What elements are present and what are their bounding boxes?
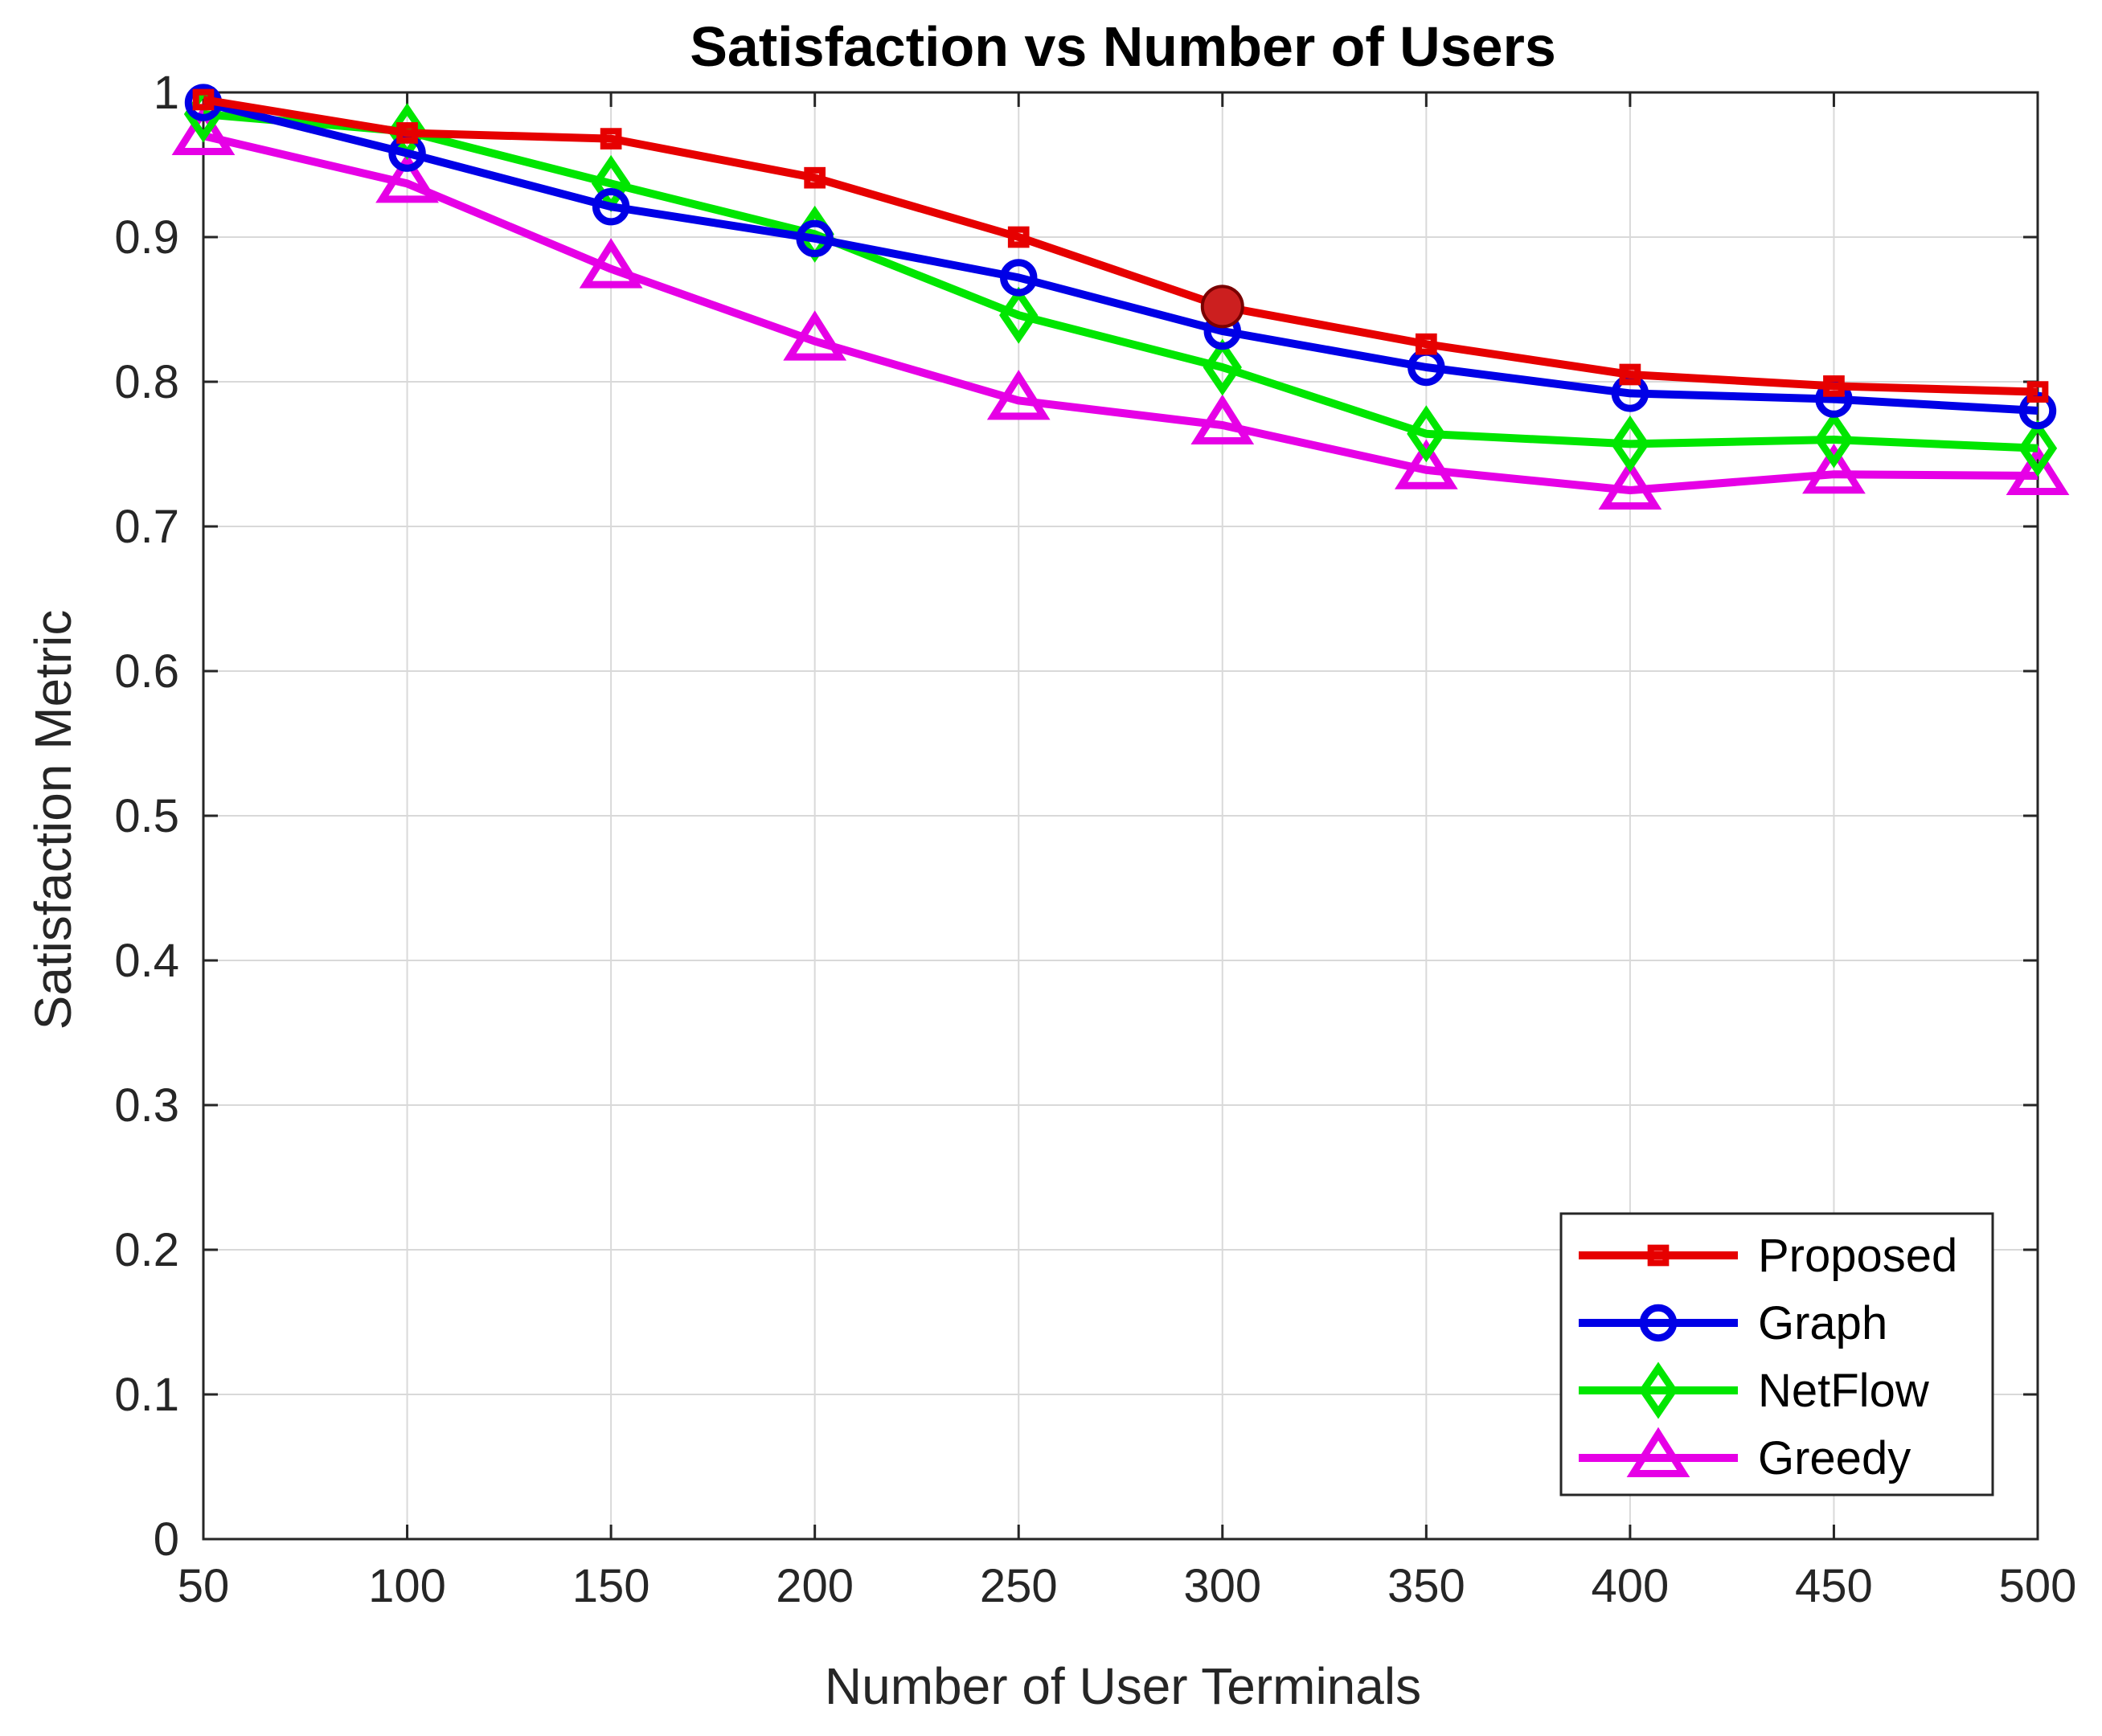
data-point-greedy	[986, 370, 1051, 420]
data-point-greedy	[1598, 459, 1662, 510]
x-tick-label: 400	[1591, 1560, 1669, 1612]
series-greedy	[171, 104, 2070, 510]
data-point-proposed	[1007, 226, 1030, 248]
legend-marker	[1639, 1304, 1678, 1342]
x-tick-label: 300	[1183, 1560, 1261, 1612]
chart-title: Satisfaction vs Number of Users	[690, 15, 1556, 78]
series-group	[171, 84, 2070, 510]
highlighted-data-point	[1200, 285, 1244, 329]
data-point-graph	[2018, 391, 2057, 430]
data-point-graph	[796, 219, 834, 257]
y-tick-label: 0.7	[114, 501, 179, 553]
legend-entry-graph: Graph	[1579, 1297, 1887, 1349]
y-tick-label: 1	[154, 67, 179, 119]
y-tick-label: 0	[154, 1513, 179, 1566]
legend-entry-proposed: Proposed	[1579, 1230, 1957, 1282]
data-point-proposed	[396, 122, 418, 144]
data-point-greedy	[783, 310, 847, 361]
legend-entry-netflow: NetFlow	[1579, 1361, 1930, 1419]
y-tick-label: 0.4	[114, 935, 179, 987]
y-tick-label: 0.2	[114, 1224, 179, 1276]
x-axis-label: Number of User Terminals	[825, 1657, 1421, 1715]
y-tick-label: 0.6	[114, 645, 179, 698]
y-tick-label: 0.3	[114, 1079, 179, 1132]
x-tick-label: 150	[572, 1560, 650, 1612]
data-point-netflow	[1610, 415, 1650, 473]
series-line-greedy	[202, 132, 2038, 494]
legend-entry-greedy: Greedy	[1579, 1427, 1911, 1484]
y-tick-label: 0.9	[114, 211, 179, 264]
data-point-graph	[592, 188, 630, 226]
x-tick-label: 200	[776, 1560, 854, 1612]
x-tick-label: 100	[368, 1560, 446, 1612]
data-point-greedy	[1802, 443, 1866, 494]
data-point-netflow	[1203, 338, 1242, 396]
legend-label: Graph	[1758, 1297, 1887, 1349]
series-line-proposed	[203, 96, 2038, 396]
x-tick-label: 250	[980, 1560, 1058, 1612]
legend-label: NetFlow	[1758, 1365, 1930, 1417]
series-line-graph	[202, 98, 2038, 415]
legend-label: Greedy	[1758, 1432, 1911, 1484]
x-tick-label: 450	[1795, 1560, 1873, 1612]
data-point-greedy	[375, 153, 439, 203]
data-point-netflow	[1814, 411, 1854, 469]
data-point-greedy	[2006, 444, 2070, 495]
y-tick-label: 0.1	[114, 1369, 179, 1421]
y-axis-label: Satisfaction Metric	[24, 610, 82, 1030]
legend-label: Proposed	[1758, 1230, 1957, 1282]
y-tick-label: 0.8	[114, 356, 179, 408]
data-point-greedy	[1394, 439, 1458, 489]
legend-box	[1559, 1212, 1994, 1496]
x-tick-label: 350	[1387, 1560, 1465, 1612]
x-tick-label: 50	[178, 1560, 230, 1612]
data-point-greedy	[1190, 394, 1255, 444]
legend-marker	[1626, 1427, 1690, 1477]
x-tick-label: 500	[1999, 1560, 2077, 1612]
data-point-proposed	[2026, 381, 2049, 403]
data-point-proposed	[1415, 333, 1437, 355]
data-point-proposed	[1619, 363, 1641, 386]
data-point-greedy	[579, 238, 643, 289]
y-tick-label: 0.5	[114, 790, 179, 842]
legend-marker	[1647, 1244, 1670, 1267]
legend: Proposed Graph NetFlow Greedy	[1559, 1212, 1994, 1496]
data-point-proposed	[804, 166, 826, 189]
data-point-netflow	[2018, 420, 2058, 477]
data-point-proposed	[1823, 375, 1845, 397]
data-point-proposed	[192, 88, 215, 111]
series-line-netflow	[203, 110, 2038, 452]
axis-ticks: 50 100 150 200 250 300 350 400 450 500 0 0.1 0.2 0.3 0…	[114, 67, 2076, 1612]
legend-marker	[1638, 1361, 1678, 1419]
data-point-proposed	[600, 128, 622, 149]
data-point-graph	[1000, 259, 1038, 297]
data-point-greedy	[171, 104, 236, 155]
data-point-netflow	[1407, 405, 1446, 463]
data-point-netflow	[999, 286, 1039, 344]
